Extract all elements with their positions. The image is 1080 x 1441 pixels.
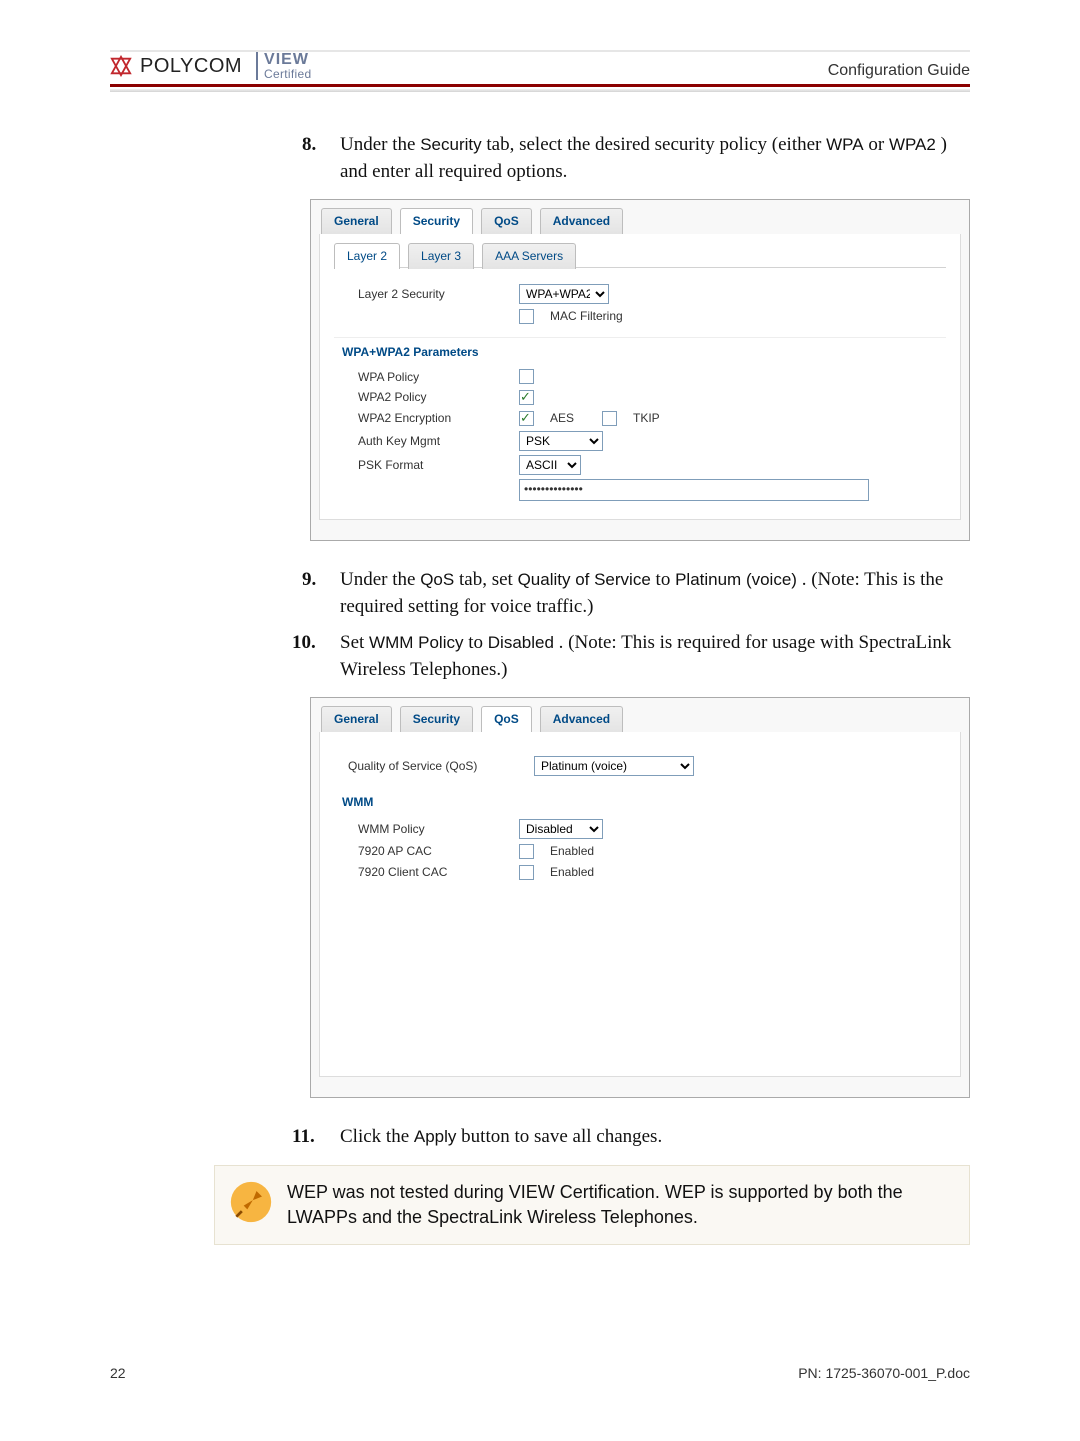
page-footer: 22 PN: 1725-36070-001_P.doc (110, 1365, 970, 1381)
polycom-logo-icon (110, 55, 132, 77)
wmm-policy-select[interactable]: Disabled (519, 819, 603, 839)
tab-layer3[interactable]: Layer 3 (408, 243, 474, 269)
term: WMM Policy (369, 633, 463, 652)
qos-select[interactable]: Platinum (voice) (534, 756, 694, 776)
wmm-policy-label: WMM Policy (358, 821, 503, 838)
ap-cac-label: 7920 AP CAC (358, 843, 503, 860)
pskfmt-select[interactable]: ASCII (519, 455, 581, 475)
term: Quality of Service (518, 570, 651, 589)
view-badge: VIEW Certified (256, 52, 311, 80)
tab2-general[interactable]: General (321, 706, 392, 732)
step-10-num: 10. (292, 630, 316, 657)
term: QoS (420, 570, 454, 589)
step-9-num: 9. (302, 567, 316, 594)
aes-label: AES (550, 410, 574, 427)
term: Platinum (voice) (675, 570, 797, 589)
wpa-policy-checkbox[interactable] (519, 369, 534, 384)
header-title: Configuration Guide (828, 62, 970, 80)
wpa2-policy-checkbox[interactable] (519, 390, 534, 405)
qos-panel-screenshot: General Security QoS Advanced Quality of… (310, 697, 970, 1098)
txt: tab, set (459, 569, 518, 590)
brand-name: POLYCOM (140, 55, 242, 78)
txt: to (468, 632, 488, 653)
page-header: POLYCOM VIEW Certified Configuration Gui… (110, 50, 970, 87)
tab-security[interactable]: Security (400, 208, 473, 234)
step-8-num: 8. (302, 132, 316, 159)
mac-filtering-label: MAC Filtering (550, 308, 623, 325)
ap-cac-enabled-label: Enabled (550, 843, 594, 860)
view-bottom: Certified (264, 68, 311, 80)
tkip-checkbox[interactable] (602, 411, 617, 426)
txt: button to save all changes. (461, 1126, 662, 1147)
auth-select[interactable]: PSK (519, 431, 603, 451)
wpa-policy-label: WPA Policy (358, 369, 503, 386)
brand-lockup: POLYCOM VIEW Certified (110, 52, 311, 80)
auth-label: Auth Key Mgmt (358, 433, 503, 450)
tab-advanced[interactable]: Advanced (540, 208, 623, 234)
layer2-security-label: Layer 2 Security (358, 286, 503, 303)
wpa-params-heading: WPA+WPA2 Parameters (334, 337, 946, 365)
note-text: WEP was not tested during VIEW Certifica… (287, 1180, 955, 1230)
tab-qos[interactable]: QoS (481, 208, 532, 234)
pskfmt-label: PSK Format (358, 457, 503, 474)
pushpin-icon (229, 1180, 273, 1224)
step-11-text: Click the Apply button to save all chang… (340, 1126, 662, 1147)
tkip-label: TKIP (633, 410, 660, 427)
qos-label: Quality of Service (QoS) (348, 758, 518, 775)
ap-cac-checkbox[interactable] (519, 844, 534, 859)
txt: to (656, 569, 676, 590)
tab2-security[interactable]: Security (400, 706, 473, 732)
tab-layer2[interactable]: Layer 2 (334, 243, 400, 269)
term: Apply (414, 1127, 457, 1146)
step-8-text: Under the Security tab, select the desir… (340, 134, 947, 182)
security-panel-screenshot: General Security QoS Advanced Layer 2 La… (310, 199, 970, 541)
client-cac-enabled-label: Enabled (550, 864, 594, 881)
term: Disabled (488, 633, 554, 652)
step-10: 10. Set WMM Policy to Disabled . (Note: … (310, 630, 970, 683)
step-11-num: 11. (292, 1124, 315, 1151)
client-cac-checkbox[interactable] (519, 865, 534, 880)
step-9-text: Under the QoS tab, set Quality of Servic… (340, 569, 943, 617)
page-number: 22 (110, 1365, 126, 1381)
wmm-heading: WMM (334, 788, 946, 815)
tab2-advanced[interactable]: Advanced (540, 706, 623, 732)
step-8: 8. Under the Security tab, select the de… (310, 132, 970, 185)
header-rule (110, 89, 970, 92)
part-number: PN: 1725-36070-001_P.doc (798, 1365, 970, 1381)
txt: tab, select the desired security policy … (486, 134, 826, 155)
mac-filtering-checkbox[interactable] (519, 309, 534, 324)
view-top: VIEW (264, 52, 311, 68)
txt: Under the (340, 134, 420, 155)
txt: Under the (340, 569, 420, 590)
term: WPA2 (889, 135, 936, 154)
top-tabs: General Security QoS Advanced (313, 202, 967, 234)
txt: or (868, 134, 889, 155)
step-9: 9. Under the QoS tab, set Quality of Ser… (310, 567, 970, 620)
tab-general[interactable]: General (321, 208, 392, 234)
wpa2-policy-label: WPA2 Policy (358, 389, 503, 406)
step-10-text: Set WMM Policy to Disabled . (Note: This… (340, 632, 951, 680)
tab2-qos[interactable]: QoS (481, 706, 532, 732)
note-box: WEP was not tested during VIEW Certifica… (214, 1165, 970, 1245)
txt: Click the (340, 1126, 414, 1147)
psk-input[interactable]: •••••••••••••• (519, 479, 869, 501)
aes-checkbox[interactable] (519, 411, 534, 426)
term: Security (420, 135, 481, 154)
txt: Set (340, 632, 369, 653)
step-11: 11. Click the Apply button to save all c… (310, 1124, 970, 1151)
wpa2-enc-label: WPA2 Encryption (358, 410, 503, 427)
layer2-security-select[interactable]: WPA+WPA2 (519, 284, 609, 304)
client-cac-label: 7920 Client CAC (358, 864, 503, 881)
term: WPA (826, 135, 863, 154)
tab-aaa[interactable]: AAA Servers (482, 243, 576, 269)
top-tabs-2: General Security QoS Advanced (313, 700, 967, 732)
